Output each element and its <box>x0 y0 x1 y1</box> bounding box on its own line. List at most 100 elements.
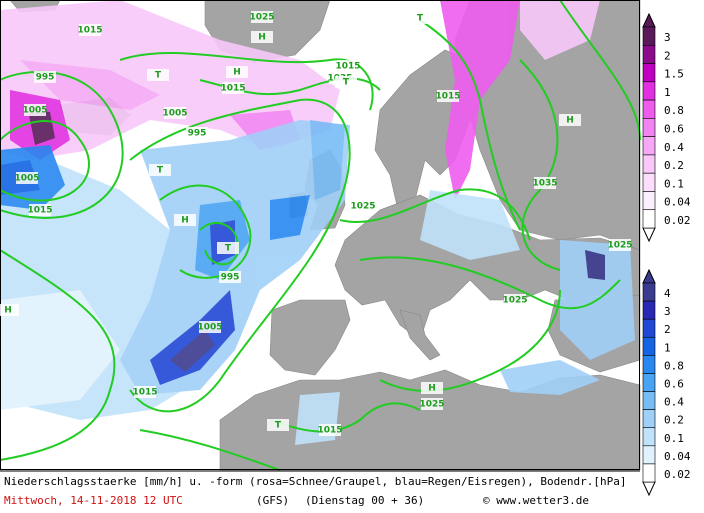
legend-label: 3 <box>664 31 671 44</box>
label-box <box>335 76 357 88</box>
label-box <box>352 200 374 212</box>
label-box <box>421 382 443 394</box>
legend-swatch <box>642 300 656 320</box>
legend-swatch <box>642 336 656 356</box>
isobar-label: H <box>233 68 241 78</box>
isobar-label: 1025 <box>419 400 444 410</box>
isobar-label: H <box>258 33 266 43</box>
label-box <box>186 127 208 139</box>
isobar-label: T <box>275 421 282 431</box>
isobar-label: H <box>4 306 12 316</box>
isobar-label: 995 <box>188 129 207 139</box>
legend-swatch <box>642 136 656 156</box>
legend-swatch <box>642 445 656 465</box>
legend-label: 0.04 <box>664 450 691 463</box>
legend-label: 0.6 <box>664 123 684 136</box>
isobar-label: 1005 <box>197 323 222 333</box>
isobar-label: H <box>181 216 189 226</box>
isobar-label: T <box>155 71 162 81</box>
isobar-label: 1025 <box>350 202 375 212</box>
isobar-label: T <box>157 166 164 176</box>
legend-swatch <box>642 373 656 392</box>
legend-swatch <box>642 26 656 46</box>
legend-swatch <box>642 154 656 174</box>
label-box <box>199 321 221 333</box>
label-box <box>217 242 239 254</box>
legends: 3 2 1.5 1 0.8 0.6 0.4 0.2 0.1 0.04 0.02 4 3 2 1 0.8 0.6 0… <box>642 12 691 497</box>
label-box <box>222 82 244 94</box>
legend-swatch <box>642 355 656 374</box>
isobar-label: 1015 <box>27 206 52 216</box>
legend-label: 1.5 <box>664 68 684 81</box>
legend-label: 0.02 <box>664 214 691 227</box>
legend-label: 0.02 <box>664 468 691 481</box>
legend-swatch <box>642 318 656 338</box>
label-box <box>437 90 459 102</box>
legend-label: 4 <box>664 287 671 300</box>
map <box>0 0 641 471</box>
legend-label: 0.4 <box>664 141 684 154</box>
legend-swatch <box>642 191 656 211</box>
legend-swatch <box>642 409 656 429</box>
label-box <box>0 304 19 316</box>
label-box <box>534 177 556 189</box>
legend-label: 0.04 <box>664 196 691 209</box>
isobar-label: 1035 <box>532 179 557 189</box>
label-box <box>219 271 241 283</box>
isobar-label: 1015 <box>335 62 360 72</box>
footer-date: Mittwoch, 14-11-2018 12 UTC <box>4 494 183 507</box>
isobar-label: 1005 <box>22 106 47 116</box>
label-box <box>134 386 156 398</box>
isobar-label: 1025 <box>607 241 632 251</box>
isobar-label: 1015 <box>132 388 157 398</box>
legend-swatch <box>642 63 656 83</box>
label-box <box>409 12 431 24</box>
isobar-label: 1025 <box>502 296 527 306</box>
label-box <box>34 71 56 83</box>
legend-swatch <box>642 427 656 447</box>
label-box <box>29 204 51 216</box>
legend-swatch <box>642 81 656 101</box>
label-box <box>504 294 526 306</box>
isobar-label: 995 <box>36 73 55 83</box>
label-box <box>609 239 631 251</box>
legend-label: 0.1 <box>664 177 684 190</box>
isobar-label: T <box>225 244 232 254</box>
label-box <box>149 164 171 176</box>
isobar-label: T <box>343 78 350 88</box>
map-labels: 1005101599510051015100599510059951015102… <box>0 11 633 436</box>
isobar-label: 1025 <box>249 13 274 23</box>
isobar-label: 1015 <box>220 84 245 94</box>
isobar-label: 1015 <box>77 26 102 36</box>
label-box <box>319 424 341 436</box>
isobar-label: 1005 <box>14 174 39 184</box>
legend-swatch <box>642 463 656 483</box>
label-box <box>251 11 273 23</box>
label-box <box>267 419 289 431</box>
legend-label: 0.2 <box>664 159 684 172</box>
label-box <box>16 172 38 184</box>
isobar-label: T <box>417 14 424 24</box>
isobar-label: 1015 <box>317 426 342 436</box>
footer-description: Niederschlagsstaerke [mm/h] u. -form (ro… <box>4 475 627 488</box>
label-box <box>24 104 46 116</box>
label-box <box>226 66 248 78</box>
legend-label: 0.8 <box>664 359 684 372</box>
isobar-label: 995 <box>221 273 240 283</box>
legend-label: 1 <box>664 86 671 99</box>
isobar-label: 1005 <box>162 109 187 119</box>
legend-swatch <box>642 391 656 410</box>
label-box <box>559 114 581 126</box>
footer-credit: © www.wetter3.de <box>483 494 589 507</box>
legend-label: 0.8 <box>664 104 684 117</box>
footer-model: (GFS) <box>256 494 289 507</box>
isobar-label: H <box>428 384 436 394</box>
legend-swatch <box>642 282 656 302</box>
legend-swatch <box>642 172 656 192</box>
legend-swatch <box>642 99 656 119</box>
legend-swatch <box>642 118 656 137</box>
isobar-label: 1015 <box>435 92 460 102</box>
label-box <box>421 398 443 410</box>
label-box <box>147 69 169 81</box>
label-box <box>79 24 101 36</box>
